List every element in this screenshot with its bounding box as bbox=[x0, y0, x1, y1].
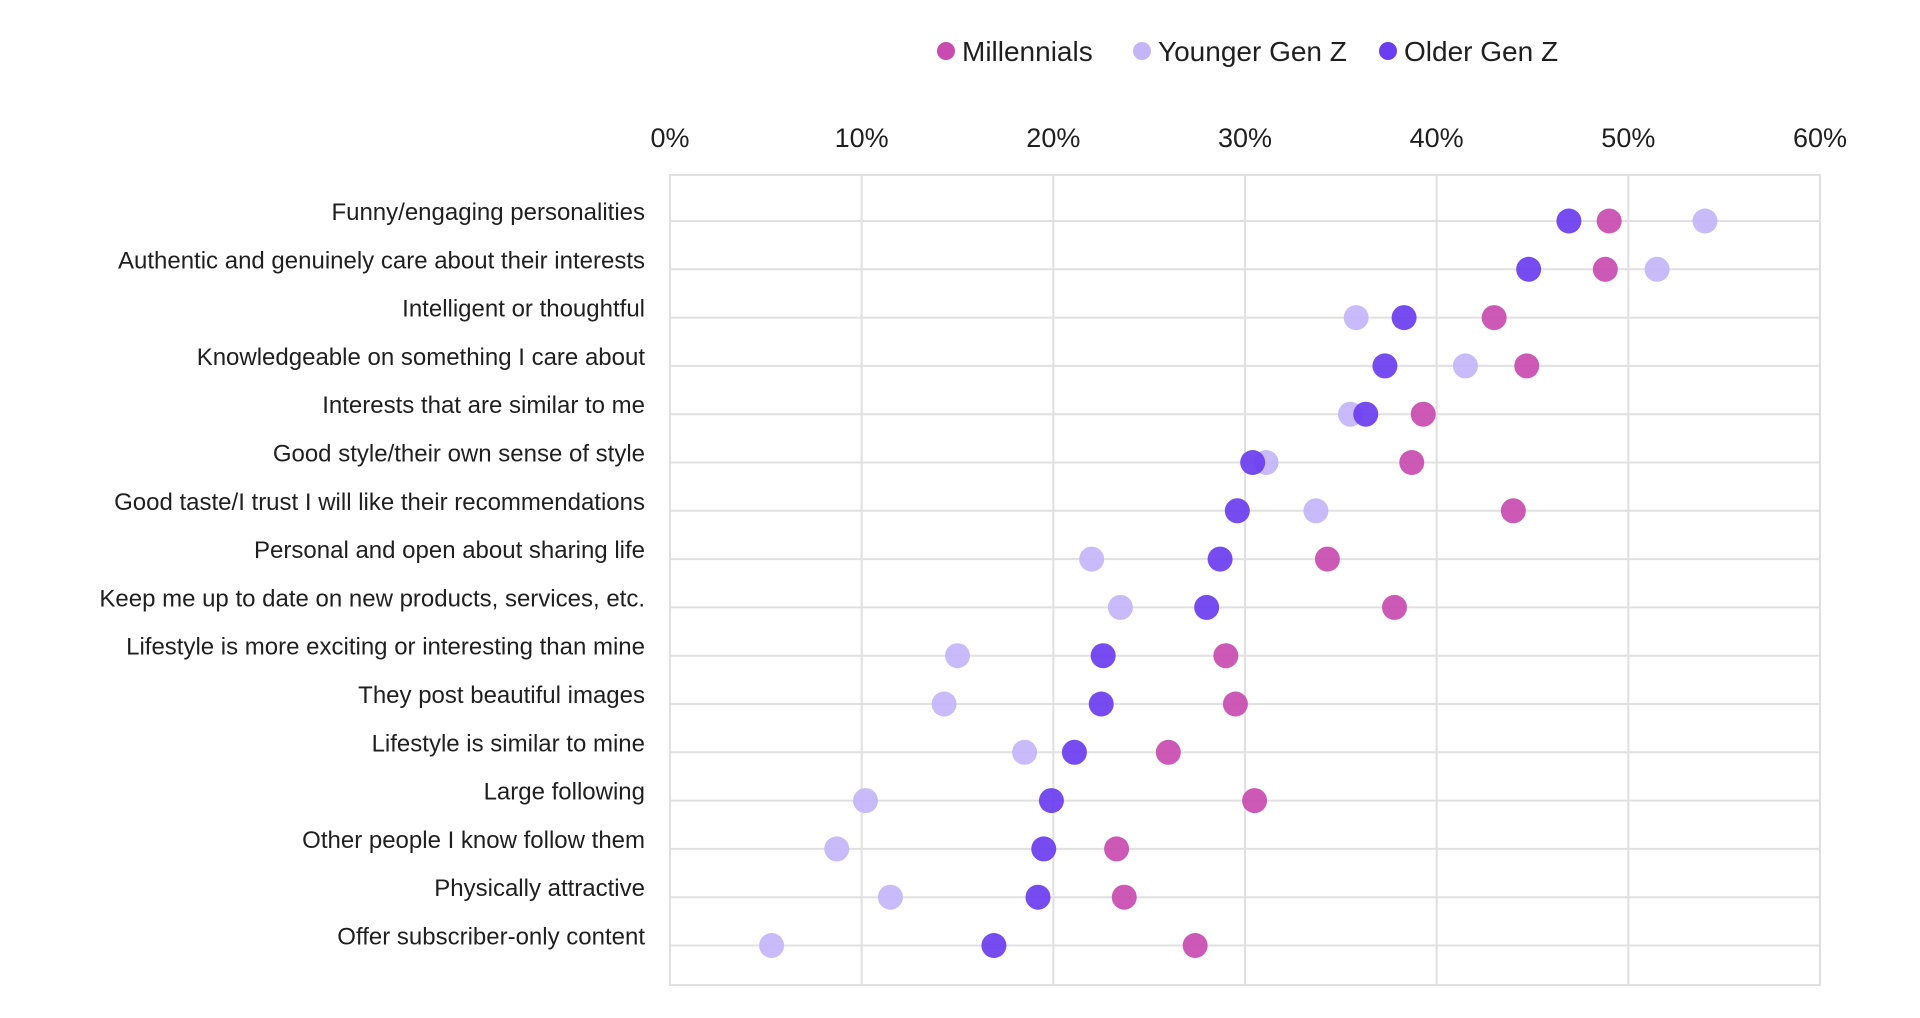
category-label-lifestyle-is-more-exciting-or-interesting-than-mine: Lifestyle is more exciting or interestin… bbox=[126, 634, 645, 661]
gridlines bbox=[669, 175, 1821, 985]
x-axis-ticks: 0% 10% 20% 30% 40% 50% 60% bbox=[650, 123, 1847, 153]
point-younger-gen-z-lifestyle-is-similar-to-mine bbox=[1012, 739, 1038, 765]
category-label-offer-subscriber-only-content: Offer subscriber-only content bbox=[337, 924, 645, 951]
point-millennials-funny-engaging-personalities bbox=[1596, 208, 1622, 234]
point-younger-gen-z-knowledgeable-on-something-i-care-about bbox=[1452, 353, 1478, 379]
legend-label: Younger Gen Z bbox=[1158, 36, 1347, 67]
legend-marker bbox=[1379, 42, 1397, 60]
series-younger-gen-z bbox=[759, 208, 1718, 958]
point-younger-gen-z-good-taste-i-trust-i-will-like-their-recommendations bbox=[1303, 498, 1329, 524]
point-older-gen-z-funny-engaging-personalities bbox=[1556, 208, 1582, 234]
point-older-gen-z-they-post-beautiful-images bbox=[1088, 691, 1114, 717]
point-millennials-lifestyle-is-more-exciting-or-interesting-than-mine bbox=[1213, 643, 1239, 669]
legend-marker bbox=[937, 42, 955, 60]
legend-label: Older Gen Z bbox=[1404, 36, 1558, 67]
point-millennials-offer-subscriber-only-content bbox=[1182, 933, 1208, 958]
point-older-gen-z-intelligent-or-thoughtful bbox=[1391, 305, 1417, 331]
point-millennials-physically-attractive bbox=[1111, 884, 1137, 910]
point-millennials-keep-me-up-to-date-on-new-products-services-etc bbox=[1382, 594, 1407, 620]
point-older-gen-z-personal-and-open-about-sharing-life bbox=[1207, 546, 1233, 572]
legend: Millennials Younger Gen Z Older Gen Z bbox=[937, 36, 1558, 67]
category-label-authentic-and-genuinely-care-about-their-interests: Authentic and genuinely care about their… bbox=[118, 247, 645, 274]
category-label-lifestyle-is-similar-to-mine: Lifestyle is similar to mine bbox=[372, 730, 645, 757]
point-millennials-interests-that-are-similar-to-me bbox=[1410, 401, 1436, 427]
category-label-other-people-i-know-follow-them: Other people I know follow them bbox=[302, 827, 645, 854]
point-millennials-they-post-beautiful-images bbox=[1222, 691, 1248, 717]
point-older-gen-z-good-taste-i-trust-i-will-like-their-recommendations bbox=[1224, 498, 1250, 524]
data-points bbox=[759, 208, 1718, 958]
point-younger-gen-z-other-people-i-know-follow-them bbox=[824, 836, 850, 862]
point-older-gen-z-physically-attractive bbox=[1025, 884, 1051, 910]
point-millennials-knowledgeable-on-something-i-care-about bbox=[1514, 353, 1540, 379]
category-label-large-following: Large following bbox=[484, 779, 645, 806]
x-tick-label: 50% bbox=[1601, 123, 1655, 153]
point-millennials-large-following bbox=[1242, 788, 1268, 814]
category-label-intelligent-or-thoughtful: Intelligent or thoughtful bbox=[402, 296, 645, 323]
legend-item-younger-gen-z: Younger Gen Z bbox=[1133, 36, 1347, 67]
point-older-gen-z-lifestyle-is-more-exciting-or-interesting-than-mine bbox=[1090, 643, 1116, 669]
point-younger-gen-z-authentic-and-genuinely-care-about-their-interests bbox=[1644, 256, 1670, 282]
x-tick-label: 60% bbox=[1793, 123, 1847, 153]
x-tick-label: 20% bbox=[1026, 123, 1080, 153]
point-millennials-other-people-i-know-follow-them bbox=[1104, 836, 1130, 862]
category-label-physically-attractive: Physically attractive bbox=[434, 875, 645, 902]
point-older-gen-z-authentic-and-genuinely-care-about-their-interests bbox=[1516, 256, 1542, 282]
point-millennials-good-taste-i-trust-i-will-like-their-recommendations bbox=[1500, 498, 1526, 524]
point-millennials-lifestyle-is-similar-to-mine bbox=[1155, 739, 1181, 765]
category-labels: Funny/engaging personalities Authentic an… bbox=[99, 199, 645, 951]
category-label-they-post-beautiful-images: They post beautiful images bbox=[358, 682, 645, 709]
category-label-funny-engaging-personalities: Funny/engaging personalities bbox=[331, 199, 645, 226]
point-younger-gen-z-keep-me-up-to-date-on-new-products-services-etc bbox=[1107, 594, 1133, 620]
series-older-gen-z bbox=[981, 208, 1582, 958]
category-label-interests-that-are-similar-to-me: Interests that are similar to me bbox=[322, 392, 645, 419]
point-older-gen-z-good-style-their-own-sense-of-style bbox=[1240, 450, 1266, 475]
point-millennials-personal-and-open-about-sharing-life bbox=[1314, 546, 1340, 572]
category-label-knowledgeable-on-something-i-care-about: Knowledgeable on something I care about bbox=[197, 344, 646, 371]
legend-label: Millennials bbox=[962, 36, 1093, 67]
point-older-gen-z-interests-that-are-similar-to-me bbox=[1353, 401, 1379, 427]
x-tick-label: 40% bbox=[1410, 123, 1464, 153]
point-younger-gen-z-large-following bbox=[853, 788, 878, 814]
point-older-gen-z-keep-me-up-to-date-on-new-products-services-etc bbox=[1194, 594, 1220, 620]
point-millennials-intelligent-or-thoughtful bbox=[1481, 305, 1507, 331]
legend-item-millennials: Millennials bbox=[937, 36, 1093, 67]
point-younger-gen-z-funny-engaging-personalities bbox=[1692, 208, 1718, 234]
point-millennials-good-style-their-own-sense-of-style bbox=[1399, 450, 1425, 475]
x-tick-label: 0% bbox=[650, 123, 689, 153]
point-older-gen-z-knowledgeable-on-something-i-care-about bbox=[1372, 353, 1398, 379]
x-tick-label: 30% bbox=[1218, 123, 1272, 153]
point-younger-gen-z-personal-and-open-about-sharing-life bbox=[1079, 546, 1105, 572]
category-label-good-taste-i-trust-i-will-like-their-recommendations: Good taste/I trust I will like their rec… bbox=[114, 489, 645, 516]
point-older-gen-z-other-people-i-know-follow-them bbox=[1031, 836, 1057, 862]
point-younger-gen-z-offer-subscriber-only-content bbox=[759, 933, 785, 958]
point-younger-gen-z-they-post-beautiful-images bbox=[931, 691, 957, 717]
point-younger-gen-z-intelligent-or-thoughtful bbox=[1343, 305, 1369, 331]
point-millennials-authentic-and-genuinely-care-about-their-interests bbox=[1592, 256, 1618, 282]
series-millennials bbox=[1104, 208, 1622, 958]
category-label-personal-and-open-about-sharing-life: Personal and open about sharing life bbox=[254, 537, 645, 564]
category-label-keep-me-up-to-date-on-new-products-services-etc: Keep me up to date on new products, serv… bbox=[99, 585, 645, 612]
legend-marker bbox=[1133, 42, 1151, 60]
point-older-gen-z-lifestyle-is-similar-to-mine bbox=[1061, 739, 1087, 765]
point-younger-gen-z-lifestyle-is-more-exciting-or-interesting-than-mine bbox=[945, 643, 970, 669]
category-label-good-style-their-own-sense-of-style: Good style/their own sense of style bbox=[273, 441, 645, 468]
point-younger-gen-z-physically-attractive bbox=[877, 884, 903, 910]
point-older-gen-z-offer-subscriber-only-content bbox=[981, 933, 1007, 958]
point-older-gen-z-large-following bbox=[1038, 788, 1064, 814]
x-tick-label: 10% bbox=[835, 123, 889, 153]
legend-item-older-gen-z: Older Gen Z bbox=[1379, 36, 1558, 67]
